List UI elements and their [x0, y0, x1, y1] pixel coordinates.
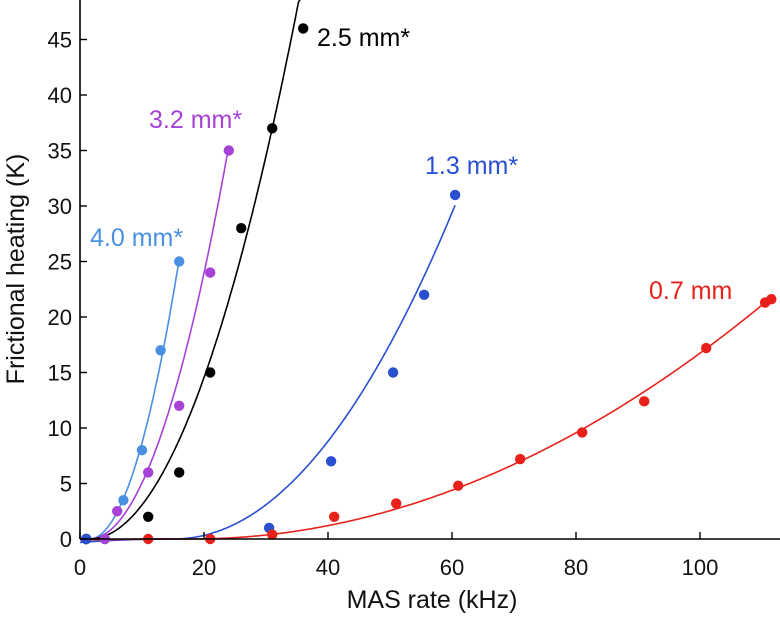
x-tick-label: 60	[440, 555, 464, 580]
data-point-1-3-mm	[387, 367, 399, 378]
y-tick-label: 30	[48, 194, 72, 219]
data-point-3-2-mm	[143, 467, 154, 478]
series-label-2-5mm: 2.5 mm*	[317, 24, 410, 52]
data-point-2-5-mm	[205, 367, 216, 378]
data-points	[81, 23, 777, 545]
y-tick-label: 45	[48, 28, 72, 53]
x-ticks: 0 20 40 60 80 100	[74, 532, 718, 580]
data-point-0-7-mm	[639, 396, 650, 407]
fit-curve-2-5-mm	[80, 0, 301, 540]
y-tick-label: 5	[60, 472, 72, 497]
fit-curve-0-7-mm	[80, 294, 775, 541]
x-tick-label: 80	[564, 555, 588, 580]
y-tick-label: 25	[48, 250, 72, 275]
y-axis-title: Frictional heating (K)	[2, 154, 30, 385]
data-point-4-0-mm	[118, 494, 129, 506]
data-point-0-7-mm	[453, 480, 464, 491]
x-tick-label: 0	[74, 555, 86, 580]
data-point-3-2-mm	[205, 267, 216, 278]
fit-curve-1-3-mm	[79, 204, 456, 544]
y-tick-label: 20	[48, 305, 72, 330]
series-label-0-7mm: 0.7 mm	[649, 277, 732, 305]
data-point-0-7-mm	[701, 342, 712, 354]
fit-curve-3-2-mm	[79, 145, 230, 540]
data-point-4-0-mm	[155, 345, 166, 356]
series-label-1-3mm: 1.3 mm*	[425, 152, 518, 180]
x-tick-label: 40	[316, 555, 340, 580]
data-point-3-2-mm	[223, 145, 234, 156]
axes-frame	[79, 0, 780, 540]
data-point-2-5-mm	[236, 223, 247, 234]
data-point-0-7-mm	[267, 529, 278, 540]
y-tick-label: 10	[48, 416, 72, 441]
y-tick-label: 40	[48, 83, 72, 108]
y-tick-label: 15	[48, 361, 72, 386]
data-point-3-2-mm	[112, 506, 123, 517]
data-point-2-5-mm	[174, 467, 185, 478]
series-label-4-0mm: 4.0 mm*	[90, 224, 183, 252]
data-point-2-5-mm	[298, 23, 309, 34]
data-point-0-7-mm	[329, 511, 340, 522]
x-axis-title: MAS rate (kHz)	[347, 586, 518, 614]
fit-curve-4-0-mm	[79, 258, 180, 541]
y-ticks: 0 5 10 15 20 25 30 35 40 45	[48, 28, 87, 552]
data-point-3-2-mm	[174, 400, 185, 411]
x-tick-label: 20	[192, 555, 216, 580]
fit-curves	[79, 0, 775, 544]
data-point-0-7-mm	[577, 427, 588, 438]
data-point-2-5-mm	[143, 511, 154, 522]
data-point-1-3-mm	[325, 456, 337, 467]
x-tick-label: 100	[682, 555, 719, 580]
y-tick-label: 0	[60, 527, 72, 552]
data-point-2-5-mm	[267, 123, 278, 134]
data-point-1-3-mm	[418, 289, 430, 300]
y-tick-label: 35	[48, 139, 72, 164]
data-point-0-7-mm	[391, 498, 402, 509]
data-point-1-3-mm	[449, 189, 461, 201]
data-point-4-0-mm	[174, 256, 185, 267]
data-point-0-7-mm	[515, 453, 526, 465]
data-point-0-7-mm	[766, 294, 777, 305]
data-point-4-0-mm	[136, 445, 148, 456]
series-label-3-2mm: 3.2 mm*	[149, 106, 242, 134]
